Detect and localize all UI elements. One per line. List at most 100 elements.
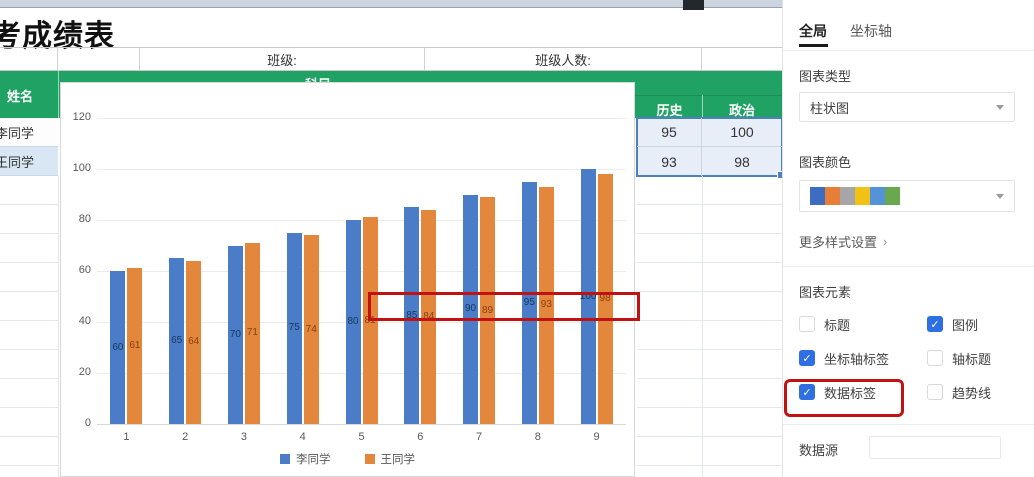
legend-item-李同学[interactable]: 李同学 [280, 451, 331, 467]
chart-color-label: 图表颜色 [799, 155, 852, 170]
selected-score-range[interactable]: 95 100 93 98 [636, 117, 785, 179]
bar-李同学-cat-3[interactable] [227, 245, 243, 424]
x-axis-tick-label: 7 [475, 431, 483, 443]
x-axis-tick-label: 1 [123, 431, 130, 443]
tab-axes[interactable]: 坐标轴 [850, 23, 892, 39]
data-label: 80 [347, 316, 359, 327]
annotation-box-data-labels-checkbox [784, 379, 904, 417]
data-label: 85 [406, 309, 418, 321]
chevron-right-icon: › [883, 234, 888, 249]
score-cell[interactable]: 93 [637, 147, 702, 176]
chart-elements-grid: 标题 ✓ 图例 ✓ 坐标轴标签 轴标题 ✓ 数据标签 趋势线 [799, 314, 1019, 402]
y-axis-tick-label: 0 [84, 417, 91, 429]
chart-gridline [97, 322, 626, 323]
chart-object[interactable]: 0 20 40 60 80 100 120 1 60 61 2 65 64 3 70 71 4 75 74 5 80 8 1… [60, 82, 635, 477]
tab-global[interactable]: 全局 [799, 23, 827, 39]
checkbox-label: 图例 [952, 317, 979, 333]
bar-李同学-cat-9[interactable] [580, 169, 596, 424]
data-source-label: 数据源 [799, 443, 839, 458]
bar-李同学-cat-1[interactable] [110, 271, 126, 424]
chart-gridline [97, 118, 626, 119]
legend-item-王同学[interactable]: 王同学 [364, 451, 415, 467]
row-name-wang[interactable]: 王同学 [0, 147, 58, 176]
header-row: 班级: 班级人数: [0, 47, 782, 71]
color-swatch [825, 187, 840, 205]
grid-vline [702, 176, 703, 477]
header-cell-empty-a[interactable] [0, 48, 58, 71]
bar-王同学-cat-1[interactable] [127, 268, 143, 424]
checkbox-label: 标题 [824, 317, 851, 333]
chevron-down-icon [996, 105, 1004, 110]
chart-gridline [97, 373, 626, 374]
column-header-history[interactable]: 历史 [656, 103, 683, 118]
chart-elements-label: 图表元素 [799, 285, 852, 300]
checkbox-unchecked-icon[interactable] [927, 384, 943, 400]
chart-gridline [97, 169, 626, 170]
checkbox-checked-icon[interactable]: ✓ [927, 316, 943, 332]
window-top-dark-box [683, 0, 704, 10]
x-axis-line [97, 424, 626, 425]
color-swatch [885, 187, 900, 205]
score-cell[interactable]: 95 [637, 118, 702, 147]
bar-王同学-cat-9[interactable] [597, 174, 613, 424]
bar-王同学-cat-7[interactable] [480, 197, 496, 424]
name-column-header[interactable]: 姓名 [7, 89, 34, 104]
color-swatch [855, 187, 870, 205]
chart-gridline [97, 220, 626, 221]
bar-王同学-cat-2[interactable] [186, 260, 202, 424]
data-source-input[interactable] [869, 436, 1001, 459]
chart-gridline [97, 271, 626, 272]
checkbox-unchecked-icon[interactable] [799, 316, 815, 332]
element-toggle-图例[interactable]: ✓ 图例 [927, 314, 1019, 334]
data-label: 89 [481, 304, 494, 316]
empty-grid-left [0, 176, 58, 477]
bar-李同学-cat-4[interactable] [286, 232, 302, 424]
chart-settings-panel: 全局 坐标轴 图表类型 柱状图 图表颜色 更多样式设置 › 图表元素 标题 ✓ 图例 ✓… [782, 0, 1034, 477]
row-name-li[interactable]: 李同学 [0, 118, 58, 147]
legend-label: 李同学 [296, 454, 331, 466]
legend-swatch-icon [364, 454, 375, 464]
element-toggle-数据标签[interactable]: ✓ 数据标签 [799, 382, 927, 402]
chart-type-dropdown[interactable]: 柱状图 [799, 92, 1015, 122]
data-label: 71 [246, 327, 258, 339]
header-cell-empty-b[interactable] [58, 48, 140, 71]
element-toggle-轴标题[interactable]: 轴标题 [927, 348, 1019, 368]
checkbox-unchecked-icon[interactable] [927, 350, 943, 366]
bar-王同学-cat-6[interactable] [421, 209, 437, 424]
class-label-cell[interactable]: 班级: [140, 48, 425, 71]
element-toggle-标题[interactable]: 标题 [799, 314, 927, 334]
element-toggle-趋势线[interactable]: 趋势线 [927, 382, 1019, 402]
data-label: 84 [423, 310, 435, 322]
empty-grid-right [637, 176, 782, 477]
chart-color-dropdown[interactable] [799, 180, 1015, 212]
chart-type-label: 图表类型 [799, 69, 852, 84]
column-header-politics[interactable]: 政治 [728, 103, 755, 118]
bar-李同学-cat-6[interactable] [404, 207, 420, 424]
data-label: 65 [171, 335, 183, 347]
data-label: 70 [229, 328, 241, 340]
y-axis-tick-label: 100 [72, 162, 91, 174]
bar-李同学-cat-8[interactable] [521, 181, 537, 424]
bar-王同学-cat-8[interactable] [538, 186, 554, 424]
bar-李同学-cat-7[interactable] [463, 194, 479, 424]
checkbox-checked-icon[interactable]: ✓ [799, 350, 815, 366]
y-axis-tick-label: 40 [78, 315, 91, 327]
bar-李同学-cat-2[interactable] [169, 258, 185, 424]
color-swatch-strip [810, 187, 900, 205]
header-cell-empty-c[interactable] [702, 48, 782, 71]
score-cell[interactable]: 98 [734, 153, 750, 170]
element-toggle-坐标轴标签[interactable]: ✓ 坐标轴标签 [799, 348, 927, 368]
checkbox-checked-icon[interactable]: ✓ [799, 384, 815, 400]
class-size-label-cell[interactable]: 班级人数: [425, 48, 702, 71]
x-axis-tick-label: 5 [358, 431, 365, 443]
data-label: 90 [464, 303, 477, 315]
bar-李同学-cat-5[interactable] [345, 220, 361, 424]
bar-王同学-cat-3[interactable] [244, 242, 260, 424]
x-axis-tick-label: 4 [299, 431, 306, 443]
y-axis-tick-label: 20 [78, 366, 91, 378]
score-cell[interactable]: 100 [702, 118, 782, 147]
more-styles-link[interactable]: 更多样式设置 › [799, 234, 888, 250]
x-axis-tick-label: 2 [182, 431, 189, 443]
bar-王同学-cat-4[interactable] [303, 235, 319, 424]
